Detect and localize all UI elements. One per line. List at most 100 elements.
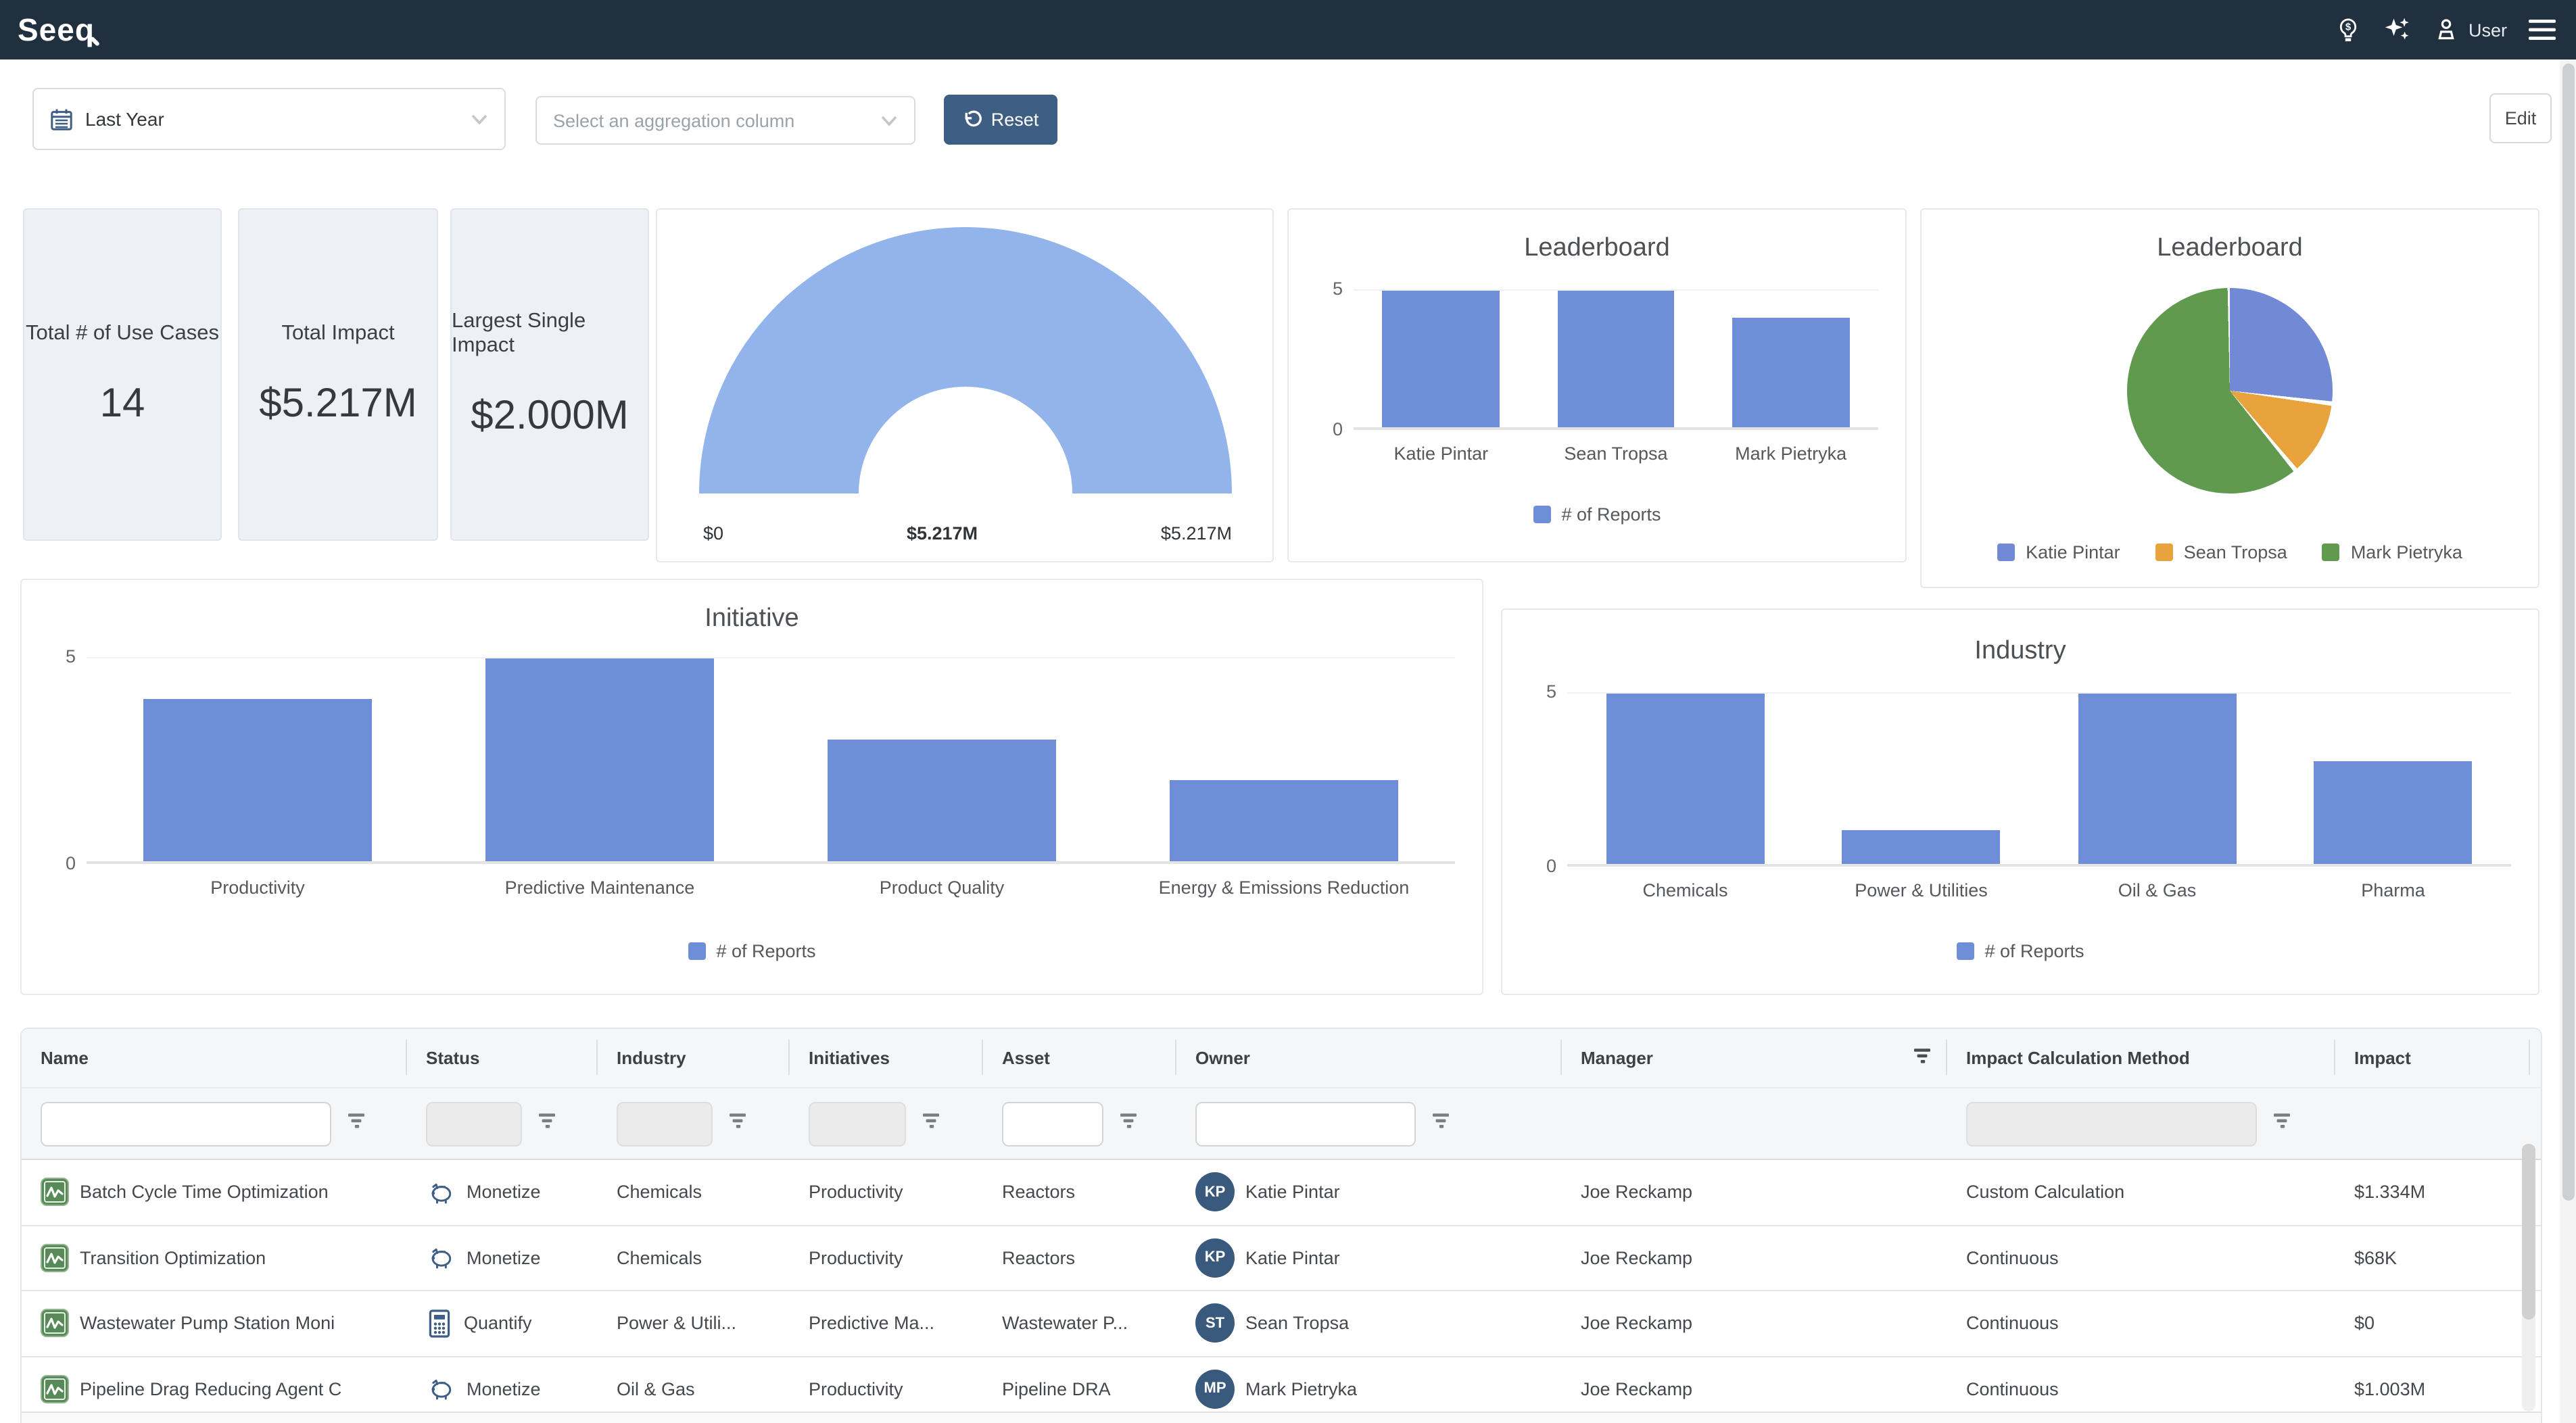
report-name[interactable]: Transition Optimization (80, 1247, 266, 1268)
table-row[interactable]: Wastewater Pump Station Moni Quantify Powe… (22, 1291, 2541, 1357)
bar[interactable] (1842, 829, 2001, 864)
piggy-bank-icon (431, 1183, 452, 1203)
cell-owner: KP Katie Pintar (1176, 1172, 1562, 1212)
kpi-label: Total # of Use Cases (25, 322, 219, 345)
column-header-label: Status (426, 1048, 480, 1068)
method-value: Continuous (1966, 1378, 2059, 1399)
bar[interactable] (1382, 291, 1500, 427)
cell-initiatives: Productivity (790, 1182, 983, 1203)
filter-icon-method[interactable] (2272, 1111, 2293, 1130)
column-header-label: Industry (617, 1048, 686, 1068)
column-header-method[interactable]: Impact Calculation Method (1947, 1029, 2335, 1087)
bar[interactable] (143, 699, 373, 861)
page-scrollbar[interactable] (2560, 59, 2576, 1423)
filter-cell-name (22, 1088, 407, 1159)
filter-input-asset[interactable] (1002, 1101, 1103, 1146)
chart-title: Initiative (705, 604, 799, 633)
initiatives-value: Productivity (809, 1378, 903, 1399)
date-range-select[interactable]: Last Year (32, 88, 506, 150)
x-axis-label: Oil & Gas (2118, 880, 2197, 900)
cell-asset: Reactors (983, 1248, 1176, 1268)
edit-button[interactable]: Edit (2489, 93, 2552, 143)
menu-icon[interactable] (2527, 18, 2557, 42)
filter-icon-owner[interactable] (1431, 1111, 1452, 1130)
cell-industry: Chemicals (598, 1248, 790, 1268)
column-header-impact[interactable]: Impact (2335, 1029, 2530, 1087)
cell-owner: KP Katie Pintar (1176, 1238, 1562, 1278)
table-scrollbar-thumb[interactable] (2522, 1144, 2535, 1320)
filter-input-owner[interactable] (1195, 1101, 1416, 1146)
x-axis-label: Katie Pintar (1393, 443, 1489, 464)
aggregation-select[interactable]: Select an aggregation column (535, 96, 915, 145)
column-header-industry[interactable]: Industry (598, 1029, 790, 1087)
legend-item[interactable]: Sean Tropsa (2155, 542, 2287, 562)
cell-manager: Joe Reckamp (1562, 1182, 1947, 1203)
chart-legend[interactable]: # of Reports (1289, 504, 1905, 525)
filter-input-name[interactable] (41, 1101, 331, 1146)
filter-icon-industry[interactable] (728, 1111, 749, 1130)
cell-impact: $68K (2335, 1248, 2530, 1268)
bar[interactable] (827, 740, 1057, 861)
report-name[interactable]: Batch Cycle Time Optimization (80, 1182, 329, 1203)
cell-owner: MP Mark Pietryka (1176, 1369, 1562, 1409)
lightbulb-dollar-icon[interactable]: $ (2335, 16, 2363, 44)
report-name[interactable]: Pipeline Drag Reducing Agent C (80, 1378, 342, 1399)
chart-title: Industry (1974, 637, 2066, 665)
column-header-initiatives[interactable]: Initiatives (790, 1029, 983, 1087)
column-header-status[interactable]: Status (407, 1029, 598, 1087)
report-icon (41, 1374, 69, 1403)
kpi-label: Total Impact (281, 322, 395, 345)
column-header-manager[interactable]: Manager (1562, 1029, 1947, 1087)
table-scrollbar[interactable] (2522, 1144, 2535, 1411)
initiatives-value: Productivity (809, 1182, 903, 1203)
page-scrollbar-thumb[interactable] (2562, 64, 2574, 1201)
seeq-logo[interactable]: Seeq (18, 11, 95, 47)
filter-icon[interactable] (1912, 1046, 1934, 1065)
report-icon (41, 1309, 69, 1338)
bar[interactable] (1732, 318, 1850, 427)
legend-item[interactable]: Mark Pietryka (2322, 542, 2462, 562)
filter-icon-name[interactable] (346, 1111, 368, 1130)
manager-value: Joe Reckamp (1581, 1313, 1693, 1334)
filter-cell-impact (2335, 1088, 2530, 1159)
cell-status: Monetize (407, 1178, 598, 1207)
report-name[interactable]: Wastewater Pump Station Moni (80, 1313, 335, 1334)
kpi-total-use-cases: Total # of Use Cases 14 (23, 208, 222, 541)
column-header-name[interactable]: Name (22, 1029, 407, 1087)
chart-legend[interactable]: # of Reports (1502, 941, 2538, 961)
legend-label: Sean Tropsa (2183, 542, 2287, 562)
table-row[interactable]: Transition Optimization Monetize Chemicals… (22, 1226, 2541, 1291)
legend-item[interactable]: Katie Pintar (1997, 542, 2120, 562)
sparkles-icon[interactable] (2383, 15, 2413, 45)
manager-value: Joe Reckamp (1581, 1182, 1693, 1203)
table-row[interactable]: Batch Cycle Time Optimization Monetize Che… (22, 1160, 2541, 1226)
chart-legend[interactable]: # of Reports (22, 941, 1482, 961)
bar[interactable] (2314, 761, 2473, 864)
filter-cell-status (407, 1088, 598, 1159)
cell-initiatives: Productivity (790, 1379, 983, 1399)
filter-input-initiatives (809, 1101, 906, 1146)
kpi-value: $2.000M (471, 393, 629, 438)
table-horizontal-scroll-area[interactable] (22, 1411, 2541, 1423)
user-menu[interactable]: User (2433, 16, 2507, 43)
filter-icon-status[interactable] (537, 1111, 558, 1130)
reset-button[interactable]: Reset (944, 95, 1057, 145)
bar[interactable] (1557, 291, 1675, 427)
filter-icon-initiatives[interactable] (921, 1111, 943, 1130)
filter-icon-asset[interactable] (1118, 1111, 1140, 1130)
bar[interactable] (1606, 694, 1765, 864)
bar[interactable] (485, 658, 715, 861)
chevron-down-icon (471, 114, 487, 124)
bar[interactable] (1169, 780, 1399, 861)
cell-asset: Wastewater P... (983, 1313, 1176, 1334)
column-header-asset[interactable]: Asset (983, 1029, 1176, 1087)
leaderboard-pie[interactable] (2127, 288, 2333, 493)
column-header-owner[interactable]: Owner (1176, 1029, 1562, 1087)
bar[interactable] (2078, 694, 2237, 864)
x-axis-label: Pharma (2361, 880, 2425, 900)
calendar-icon (51, 108, 72, 130)
user-label: User (2468, 20, 2507, 40)
impact-value: $0 (2354, 1313, 2375, 1334)
